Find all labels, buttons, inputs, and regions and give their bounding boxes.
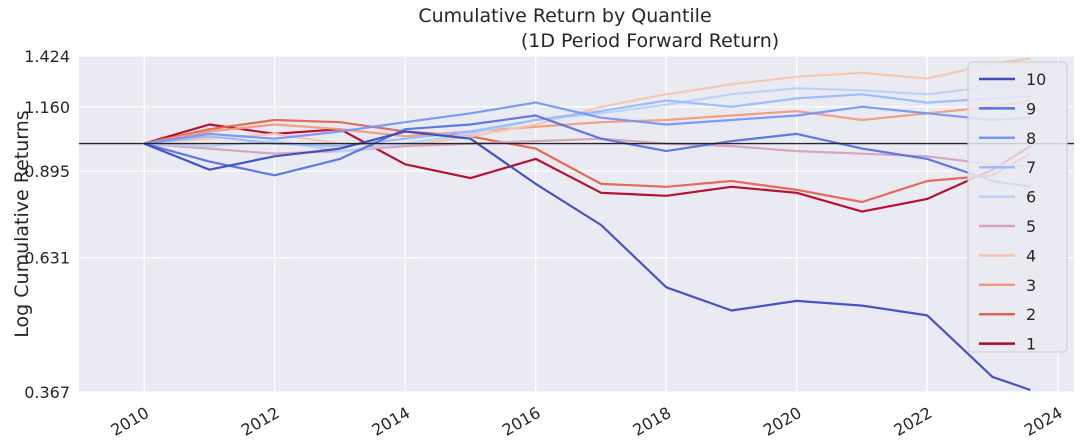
series-line-7 <box>144 93 1031 148</box>
legend-label: 2 <box>1026 305 1036 324</box>
series-lines <box>143 57 1031 392</box>
legend-label: 10 <box>1026 70 1046 89</box>
x-tick-labels: 2010 2012 2014 2016 2018 2020 2022 2024 <box>107 403 1065 440</box>
x-tick-label: 2016 <box>499 403 544 440</box>
series-line-1 <box>143 123 1031 213</box>
x-tick-label: 2012 <box>238 403 283 440</box>
legend-label: 5 <box>1026 217 1036 236</box>
chart-subtitle: (1D Period Forward Return) <box>521 30 779 52</box>
chart-title: Cumulative Return by Quantile <box>418 5 711 27</box>
x-tick-label: 2014 <box>368 403 413 440</box>
x-tick-label: 2010 <box>107 403 152 440</box>
legend-label: 9 <box>1026 99 1036 118</box>
legend-label: 7 <box>1026 158 1036 177</box>
legend-label: 8 <box>1026 129 1036 148</box>
y-tick-label: 0.631 <box>24 249 70 268</box>
y-tick-label: 1.160 <box>24 98 70 117</box>
series-line-8 <box>144 101 1031 145</box>
series-line-9 <box>143 114 1031 188</box>
x-tick-label: 2022 <box>891 403 936 440</box>
x-tick-label: 2020 <box>760 403 805 440</box>
y-tick-label: 0.895 <box>24 162 70 181</box>
y-tick-labels: 0.367 0.631 0.895 1.160 1.424 <box>24 47 70 402</box>
legend-label: 6 <box>1026 188 1036 207</box>
series-line-3 <box>143 99 1031 145</box>
legend-label: 4 <box>1026 246 1036 265</box>
legend-label: 3 <box>1026 276 1036 295</box>
legend-box <box>967 61 1068 353</box>
y-axis-label: Log Cumulative Returns <box>11 110 33 337</box>
y-tick-label: 1.424 <box>24 47 70 66</box>
legend: 10 9 8 7 6 5 4 3 2 1 <box>967 61 1068 354</box>
series-line-10 <box>143 130 1031 392</box>
x-tick-label: 2018 <box>630 403 675 440</box>
x-tick-label: 2024 <box>1021 403 1066 440</box>
y-tick-label: 0.367 <box>24 383 70 402</box>
series-line-2 <box>143 118 1031 204</box>
legend-label: 1 <box>1026 335 1036 354</box>
